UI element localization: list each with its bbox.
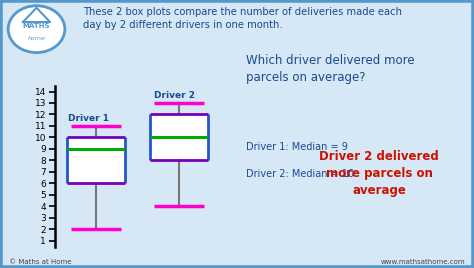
- Bar: [67, 137, 125, 183]
- Text: Driver 2 delivered
more parcels on
average: Driver 2 delivered more parcels on avera…: [319, 150, 439, 197]
- Text: Driver 2: Driver 2: [154, 91, 194, 100]
- Text: Driver 1: Driver 1: [68, 114, 109, 123]
- Text: home: home: [27, 36, 46, 41]
- Bar: [150, 114, 208, 161]
- Text: Driver 2: Median = 10: Driver 2: Median = 10: [246, 169, 355, 179]
- Text: Which driver delivered more
parcels on average?: Which driver delivered more parcels on a…: [246, 54, 415, 84]
- Text: MATHS: MATHS: [23, 23, 50, 29]
- Text: © Maths at Home: © Maths at Home: [9, 259, 71, 265]
- Text: www.mathsathome.com: www.mathsathome.com: [381, 259, 465, 265]
- Text: Driver 1: Median = 9: Driver 1: Median = 9: [246, 142, 348, 152]
- Text: These 2 box plots compare the number of deliveries made each
day by 2 different : These 2 box plots compare the number of …: [83, 7, 402, 30]
- Circle shape: [8, 6, 65, 53]
